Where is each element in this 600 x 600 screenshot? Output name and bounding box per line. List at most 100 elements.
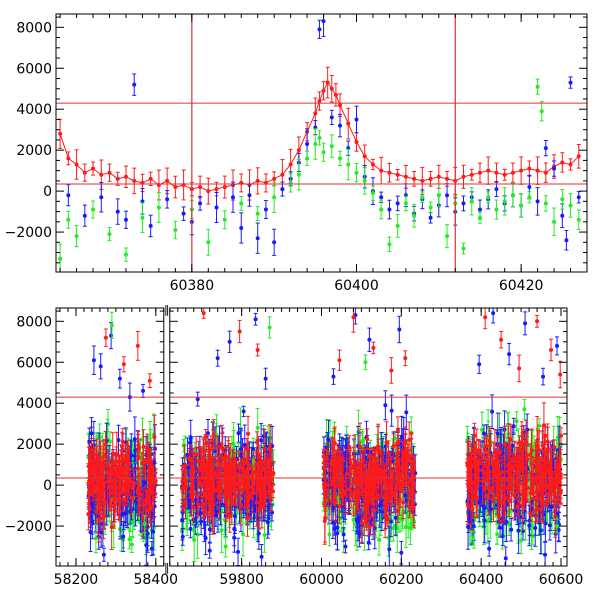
bottom-panel: −2000 0 2000 4000 6000 8000 58200 58400 59800 600…: [5, 303, 584, 588]
data-point-blue: [354, 105, 359, 134]
data-point-blue: [263, 200, 268, 220]
data-point-blue: [148, 214, 153, 238]
data-point-blue: [445, 183, 450, 208]
data-point-blue: [507, 342, 512, 366]
data-point-green: [412, 203, 417, 228]
data-point-blue: [99, 182, 104, 213]
data-point-green: [420, 191, 425, 204]
data-point-red: [121, 356, 126, 373]
axis-break-mark: ‖: [164, 303, 170, 316]
data-point-blue: [198, 196, 203, 211]
data-point-blue: [564, 230, 569, 251]
y-tick-label: 6000: [16, 355, 52, 371]
data-point-blue: [259, 423, 264, 458]
data-point-green: [527, 191, 532, 204]
data-point-green: [539, 101, 544, 122]
data-point-green: [156, 192, 161, 223]
data-point-red: [201, 308, 206, 319]
data-point-green: [510, 183, 515, 208]
data-point-green: [222, 210, 227, 230]
data-point-red: [255, 343, 260, 357]
data-point-blue: [123, 210, 128, 229]
data-point-red: [499, 331, 504, 349]
data-point-green: [514, 411, 519, 431]
data-point-blue: [543, 139, 548, 157]
data-point-green: [379, 199, 384, 220]
data-point-red: [477, 162, 482, 183]
y-tick-label: 6000: [16, 61, 52, 77]
data-point-green: [477, 211, 482, 224]
data-point-green: [445, 224, 450, 249]
data-point-blue: [555, 336, 560, 356]
data-point-green: [107, 227, 112, 242]
data-point-blue: [239, 212, 244, 244]
data-point-blue: [101, 547, 106, 562]
data-point-blue: [552, 160, 557, 177]
data-point-green: [502, 187, 507, 216]
data-point-green: [469, 187, 474, 216]
data-point-red: [403, 350, 408, 367]
data-point-blue: [523, 311, 528, 336]
data-point-blue: [389, 394, 394, 427]
data-point-blue: [132, 73, 137, 96]
data-point-blue: [317, 19, 322, 39]
data-point-blue: [227, 330, 232, 353]
data-point-green: [140, 202, 145, 234]
data-point-blue: [387, 199, 392, 220]
data-point-blue: [404, 394, 409, 431]
data-point-blue: [331, 368, 336, 385]
data-point-green: [494, 199, 499, 220]
data-point-green: [91, 200, 96, 219]
data-point-blue: [253, 312, 258, 326]
plot-area: [86, 308, 563, 566]
data-point-blue: [195, 391, 200, 407]
data-point-blue: [247, 183, 252, 207]
y-tick-label: 2000: [16, 437, 52, 453]
data-point-blue: [117, 368, 122, 389]
data-point-blue: [132, 437, 137, 474]
data-point-red: [152, 414, 157, 460]
x-tick-label: 60380: [170, 278, 215, 294]
x-tick-label: 60200: [379, 572, 424, 588]
y-tick-label: −2000: [5, 225, 52, 241]
data-point-red: [135, 330, 140, 361]
data-point-blue: [91, 345, 96, 375]
x-tick-label: 60000: [299, 572, 344, 588]
data-point-blue: [338, 113, 343, 138]
top-panel: −2000 0 2000 4000 6000 8000 60380 60400 60420: [5, 13, 588, 294]
data-point-blue: [121, 520, 126, 552]
x-tick-label: 60600: [539, 572, 584, 588]
data-point-red: [103, 328, 108, 347]
x-tick-label: 60400: [334, 278, 379, 294]
y-tick-label: 0: [43, 184, 52, 200]
data-point-green: [296, 159, 301, 191]
data-point-green: [93, 523, 98, 554]
data-point-green: [535, 78, 540, 95]
data-point-blue: [231, 181, 235, 213]
data-point-green: [560, 189, 565, 210]
x-tick-label: 58200: [54, 572, 99, 588]
data-point-green: [66, 210, 71, 229]
data-point-green: [127, 529, 132, 550]
data-point-blue: [236, 537, 241, 566]
data-point-green: [552, 207, 557, 237]
data-point-green: [362, 167, 367, 195]
data-point-green: [461, 242, 466, 255]
data-point-green: [363, 354, 368, 371]
data-point-blue: [115, 198, 120, 225]
data-point-red: [147, 373, 152, 389]
data-point-blue: [82, 204, 87, 227]
data-point-blue: [272, 228, 277, 256]
data-point-green: [377, 524, 382, 556]
data-point-green: [543, 195, 548, 212]
data-point-blue: [477, 354, 482, 374]
y-tick-label: 4000: [16, 396, 52, 412]
data-point-red: [549, 338, 554, 362]
data-point-red: [222, 175, 227, 199]
axes-frame: [55, 13, 588, 273]
data-point-blue: [207, 542, 212, 559]
data-point-green: [317, 130, 322, 146]
data-point-green: [173, 220, 178, 240]
data-point-green: [522, 398, 527, 420]
